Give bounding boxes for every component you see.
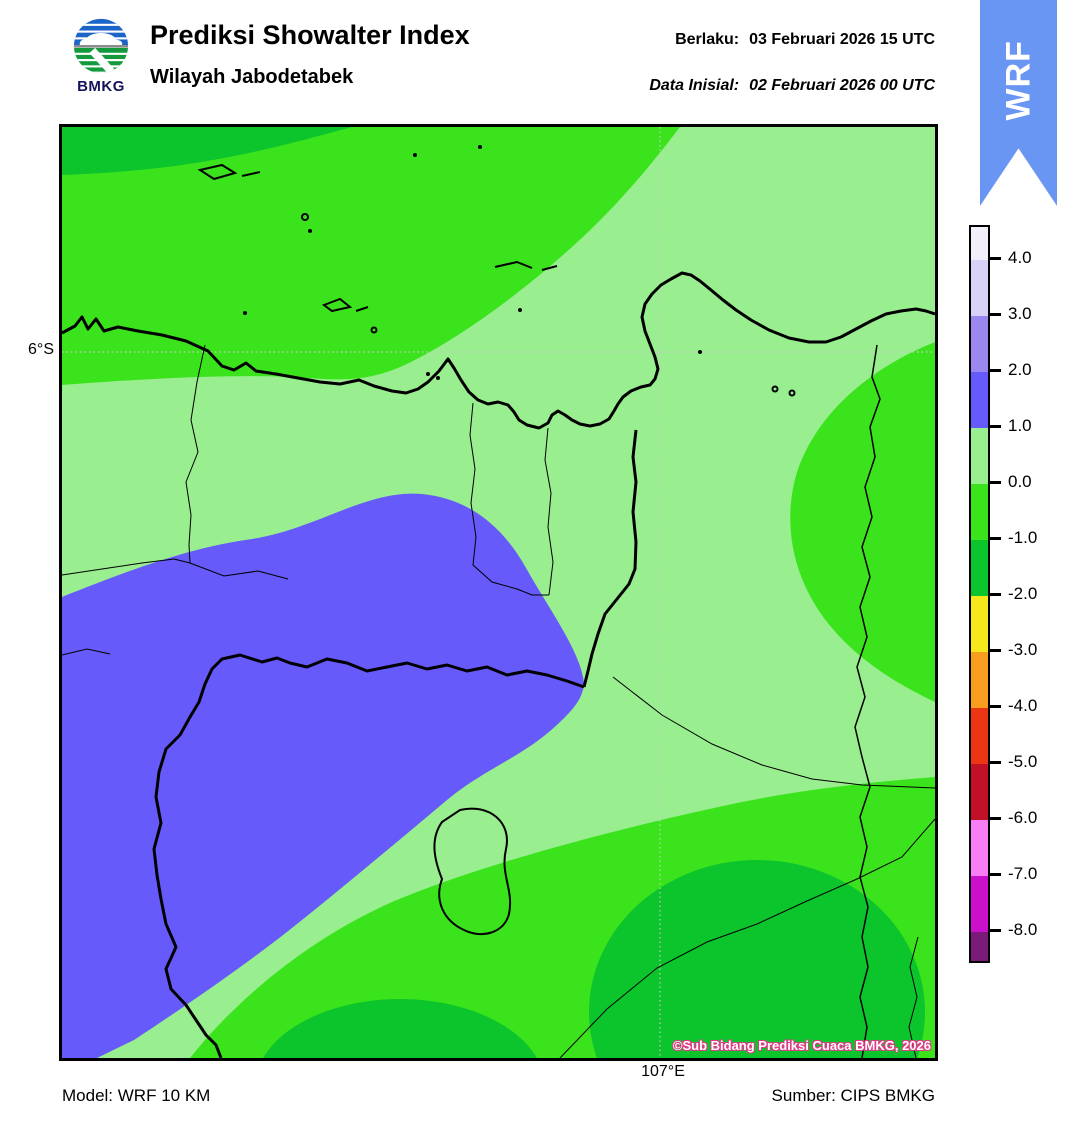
init-time-line: Data Inisial: 02 Februari 2026 00 UTC bbox=[649, 77, 935, 95]
colorbar-tick-label: -1.0 bbox=[1008, 528, 1038, 547]
colorbar-tick-mark bbox=[990, 649, 1001, 652]
model-info-value: WRF 10 KM bbox=[117, 1086, 211, 1105]
colorbar-tick-label: -2.0 bbox=[1008, 584, 1038, 603]
wrf-ribbon-label: WRF bbox=[999, 40, 1038, 121]
colorbar-segment bbox=[971, 876, 988, 932]
model-info-label: Model: bbox=[62, 1086, 114, 1105]
logo-caption: BMKG bbox=[77, 78, 125, 95]
region-bottom-dark-green-east bbox=[589, 860, 925, 1058]
source-info-value: CIPS BMKG bbox=[840, 1086, 935, 1105]
colorbar-tick-label: -5.0 bbox=[1008, 752, 1038, 771]
colorbar-tick-label: -3.0 bbox=[1008, 640, 1038, 659]
border-bogor-north-west bbox=[152, 653, 585, 1058]
colorbar-tick-label: -8.0 bbox=[1008, 920, 1038, 939]
colorbar-tick-label: -6.0 bbox=[1008, 808, 1038, 827]
model-info: Model: WRF 10 KM bbox=[62, 1086, 210, 1106]
colorbar-segment bbox=[971, 932, 988, 961]
colorbar-segment bbox=[971, 540, 988, 596]
colorbar-tick-mark bbox=[990, 313, 1001, 316]
colorbar-tick-mark bbox=[990, 873, 1001, 876]
map-canvas bbox=[62, 127, 935, 1058]
colorbar-tick-mark bbox=[990, 369, 1001, 372]
colorbar-tick-mark bbox=[990, 929, 1001, 932]
colorbar-tick-label: 3.0 bbox=[1008, 304, 1032, 323]
colorbar-tick-label: -7.0 bbox=[1008, 864, 1038, 883]
colorbar-segment bbox=[971, 652, 988, 708]
colorbar-tick-label: 0.0 bbox=[1008, 472, 1032, 491]
colorbar-segment bbox=[971, 820, 988, 876]
latitude-axis-label: 6°S bbox=[28, 341, 54, 358]
district-borders bbox=[62, 344, 935, 1058]
valid-time-label: Berlaku: bbox=[675, 31, 740, 48]
colorbar-tick-label: 2.0 bbox=[1008, 360, 1032, 379]
colorbar-segment bbox=[971, 260, 988, 316]
colorbar-segment bbox=[971, 372, 988, 428]
colorbar-tick-label: -4.0 bbox=[1008, 696, 1038, 715]
colorbar-tick-mark bbox=[990, 817, 1001, 820]
colorbar-tick-label: 4.0 bbox=[1008, 248, 1032, 267]
colorbar-tick-mark bbox=[990, 425, 1001, 428]
islands bbox=[197, 163, 796, 397]
copyright-watermark: ©Sub Bidang Prediksi Cuaca BMKG, 2026 bbox=[672, 1038, 931, 1053]
colorbar-tick-mark bbox=[990, 705, 1001, 708]
colorbar-segment bbox=[971, 484, 988, 540]
border-jakarta-bekasi bbox=[582, 429, 638, 688]
source-info-label: Sumber: bbox=[771, 1086, 836, 1105]
longitude-axis-label: 107°E bbox=[641, 1063, 685, 1080]
wrf-ribbon: WRF bbox=[980, 0, 1057, 206]
region-right-bright-green bbox=[790, 342, 935, 702]
region-blue-violet bbox=[62, 493, 584, 1058]
colorbar-segment bbox=[971, 316, 988, 372]
init-time-value: 02 Februari 2026 00 UTC bbox=[749, 77, 935, 94]
colorbar-tick-mark bbox=[990, 593, 1001, 596]
colorbar-tick-mark bbox=[990, 761, 1001, 764]
border-bekasi-karawang bbox=[854, 344, 881, 1058]
colorbar-segment bbox=[971, 227, 988, 260]
init-time-label: Data Inisial: bbox=[649, 77, 740, 94]
colorbar-tick-mark bbox=[990, 537, 1001, 540]
colorbar-tick-mark bbox=[990, 257, 1001, 260]
coastline bbox=[62, 271, 935, 430]
border-bogor-city bbox=[433, 807, 512, 935]
bmkg-logo bbox=[73, 18, 129, 74]
colorbar-tick-label: 1.0 bbox=[1008, 416, 1032, 435]
region-bottom-dark-green-west bbox=[263, 999, 537, 1058]
colorbar-segment bbox=[971, 428, 988, 484]
valid-time-value: 03 Februari 2026 15 UTC bbox=[749, 31, 935, 48]
page-title: Prediksi Showalter Index bbox=[150, 20, 470, 50]
colorbar-segment bbox=[971, 596, 988, 652]
valid-time-line: Berlaku: 03 Februari 2026 15 UTC bbox=[675, 31, 935, 49]
island-dots bbox=[243, 145, 702, 380]
region-top-bright-green bbox=[62, 127, 680, 385]
province-borders bbox=[152, 429, 638, 1058]
colorbar-segment bbox=[971, 764, 988, 820]
colorbar-segment bbox=[971, 708, 988, 764]
region-top-dark-green bbox=[62, 127, 352, 175]
map-panel: ©Sub Bidang Prediksi Cuaca BMKG, 2026 bbox=[59, 124, 938, 1061]
source-info: Sumber: CIPS BMKG bbox=[772, 1086, 935, 1106]
colorbar bbox=[969, 225, 990, 963]
colorbar-tick-mark bbox=[990, 481, 1001, 484]
page-subtitle: Wilayah Jabodetabek bbox=[150, 66, 354, 88]
